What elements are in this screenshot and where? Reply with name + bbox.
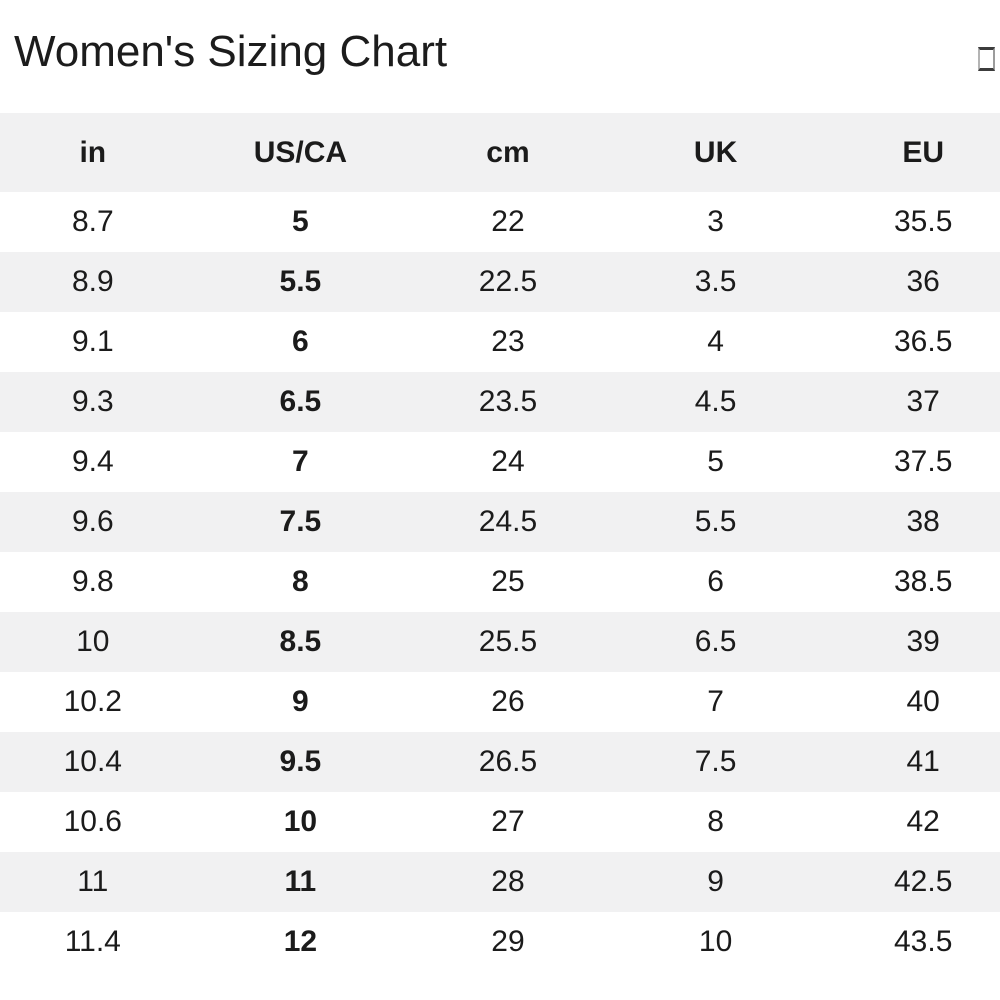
table-cell-usca: 7.5 <box>279 505 322 538</box>
table-row: 8.7 5 22 3 35.5 <box>0 192 1000 252</box>
missing-glyph-icon <box>978 47 995 71</box>
table-cell-usca: 5 <box>292 205 309 238</box>
column-header-usca: US/CA <box>196 113 405 192</box>
table-cell-eu: 37 <box>906 385 940 418</box>
table-cell-eu: 38 <box>906 505 940 538</box>
table-cell-in: 10.4 <box>63 745 122 778</box>
table-cell-cm: 23 <box>491 325 525 358</box>
table-row: 9.4 7 24 5 37.5 <box>0 432 1000 492</box>
table-row: 9.8 8 25 6 38.5 <box>0 552 1000 612</box>
table-cell-in: 9.6 <box>71 505 114 538</box>
table-cell-cm: 26 <box>491 685 525 718</box>
table-cell-usca: 9.5 <box>279 745 322 778</box>
table-cell-in: 9.8 <box>71 565 114 598</box>
table-cell-cm: 27 <box>491 805 525 838</box>
header-row: in US/CA cm UK EU <box>0 113 1000 192</box>
table-cell-usca: 8 <box>292 565 309 598</box>
table-cell-cm: 22.5 <box>478 265 538 298</box>
table-row: 11.4 12 29 10 43.5 <box>0 912 1000 972</box>
table-cell-cm: 25 <box>491 565 525 598</box>
table-cell-uk: 7 <box>707 685 724 718</box>
table-cell-usca: 10 <box>283 805 318 838</box>
table-cell-uk: 4 <box>707 325 724 358</box>
table-cell-eu: 38.5 <box>893 565 953 598</box>
table-cell-uk: 3.5 <box>694 265 737 298</box>
table-cell-usca: 6.5 <box>279 385 322 418</box>
table-cell-eu: 35.5 <box>893 205 953 238</box>
table-cell-uk: 4.5 <box>694 385 737 418</box>
table-cell-uk: 6 <box>707 565 724 598</box>
table-cell-cm: 28 <box>491 865 525 898</box>
sizing-table-container: in US/CA cm UK EU 8.7 5 22 3 35.5 8.9 5.… <box>0 113 1000 972</box>
table-cell-eu: 36.5 <box>893 325 953 358</box>
table-cell-cm: 22 <box>491 205 525 238</box>
table-cell-eu: 42 <box>906 805 940 838</box>
column-header-cm: cm <box>404 113 612 192</box>
table-row: 8.9 5.5 22.5 3.5 36 <box>0 252 1000 312</box>
table-cell-uk: 5 <box>707 445 724 478</box>
table-cell-in: 11 <box>77 865 109 898</box>
table-cell-usca: 12 <box>283 925 318 958</box>
table-cell-usca: 5.5 <box>279 265 322 298</box>
table-cell-cm: 23.5 <box>478 385 538 418</box>
table-row: 9.3 6.5 23.5 4.5 37 <box>0 372 1000 432</box>
table-cell-uk: 8 <box>707 805 724 838</box>
table-cell-in: 9.1 <box>71 325 114 358</box>
table-cell-cm: 24.5 <box>478 505 538 538</box>
table-row: 10.2 9 26 7 40 <box>0 672 1000 732</box>
table-cell-usca: 6 <box>292 325 309 358</box>
table-cell-usca: 9 <box>292 685 309 718</box>
table-cell-in: 10.6 <box>63 805 122 838</box>
table-cell-in: 11.4 <box>64 925 121 958</box>
table-cell-in: 10.2 <box>63 685 122 718</box>
table-cell-in: 10 <box>76 625 110 658</box>
table-cell-eu: 36 <box>906 265 940 298</box>
title-bar: Women's Sizing Chart <box>0 0 1000 78</box>
table-cell-uk: 3 <box>707 205 724 238</box>
table-row: 11 11 28 9 42.5 <box>0 852 1000 912</box>
table-cell-uk: 5.5 <box>694 505 737 538</box>
table-cell-in: 8.9 <box>71 265 114 298</box>
table-cell-eu: 43.5 <box>893 925 953 958</box>
column-header-uk: UK <box>611 113 820 192</box>
column-header-in: in <box>0 113 197 192</box>
table-cell-usca: 8.5 <box>279 625 322 658</box>
table-body: 8.7 5 22 3 35.5 8.9 5.5 22.5 3.5 36 9.1 … <box>0 192 1000 972</box>
table-cell-cm: 25.5 <box>478 625 538 658</box>
table-cell-uk: 7.5 <box>694 745 737 778</box>
table-row: 9.1 6 23 4 36.5 <box>0 312 1000 372</box>
table-row: 10.6 10 27 8 42 <box>0 792 1000 852</box>
table-cell-in: 9.3 <box>71 385 114 418</box>
table-cell-eu: 42.5 <box>893 865 953 898</box>
table-cell-usca: 7 <box>292 445 309 478</box>
sizing-table: in US/CA cm UK EU 8.7 5 22 3 35.5 8.9 5.… <box>0 113 1000 972</box>
table-cell-usca: 11 <box>284 865 317 898</box>
table-cell-uk: 10 <box>698 925 733 958</box>
table-cell-eu: 41 <box>906 745 940 778</box>
table-row: 9.6 7.5 24.5 5.5 38 <box>0 492 1000 552</box>
table-cell-cm: 24 <box>491 445 525 478</box>
page-title: Women's Sizing Chart <box>14 27 448 76</box>
table-cell-cm: 26.5 <box>478 745 538 778</box>
table-cell-in: 9.4 <box>71 445 114 478</box>
table-cell-uk: 9 <box>707 865 724 898</box>
table-row: 10 8.5 25.5 6.5 39 <box>0 612 1000 672</box>
table-cell-eu: 37.5 <box>893 445 953 478</box>
table-row: 10.4 9.5 26.5 7.5 41 <box>0 732 1000 792</box>
table-cell-uk: 6.5 <box>694 625 737 658</box>
table-cell-eu: 40 <box>906 685 940 718</box>
table-cell-cm: 29 <box>491 925 525 958</box>
table-cell-in: 8.7 <box>71 205 114 238</box>
table-cell-eu: 39 <box>906 625 940 658</box>
column-header-eu: EU <box>819 113 1000 192</box>
